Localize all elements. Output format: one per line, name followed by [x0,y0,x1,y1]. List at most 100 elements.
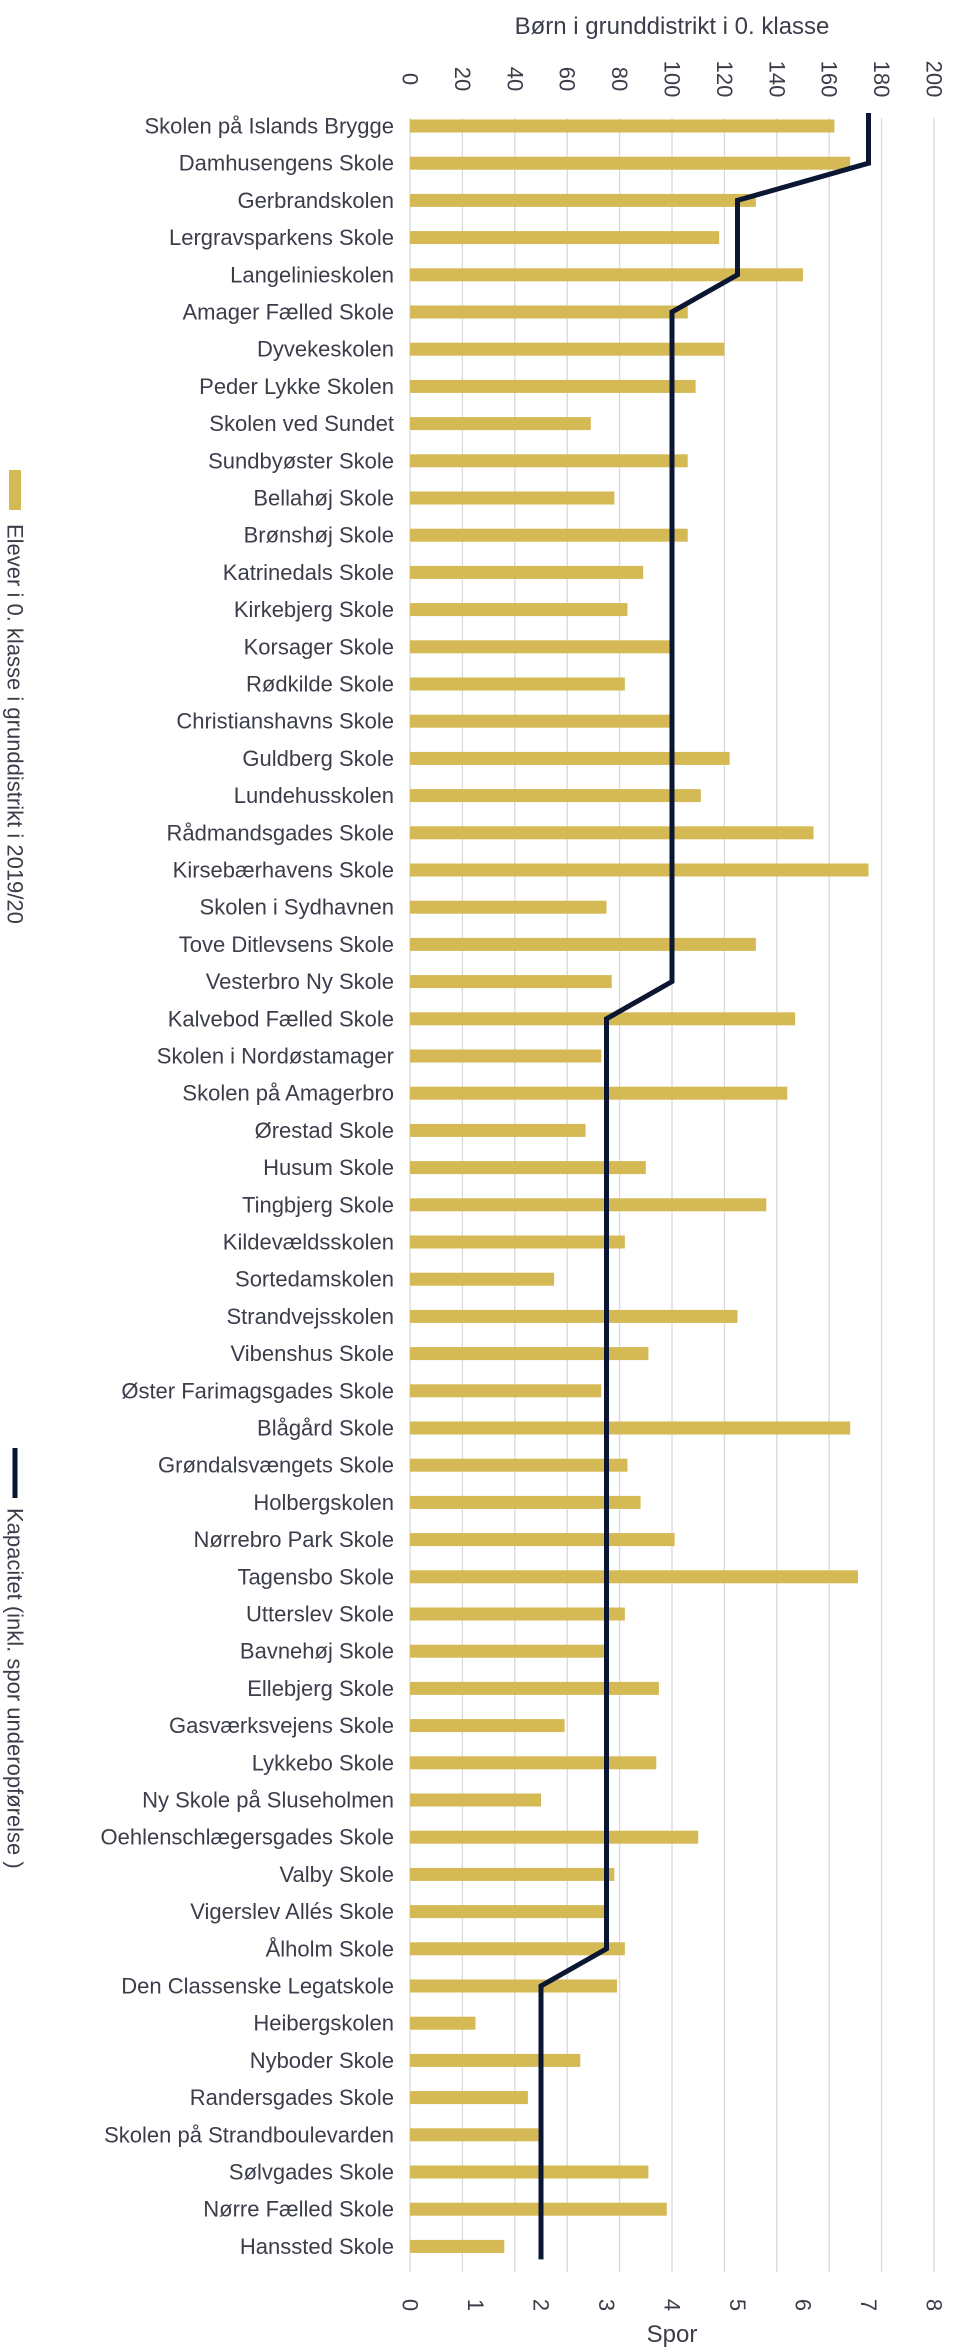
bar [410,2016,476,2030]
bar [410,1756,657,1770]
capacity-line [538,113,871,2260]
category-label: Sortedamskolen [235,1267,394,1292]
bar [410,1533,675,1547]
top-tick-label: 40 [502,67,527,91]
category-label: Kirkebjerg Skole [234,597,394,622]
bar [410,937,756,951]
category-label: Katrinedals Skole [223,560,394,585]
category-label: Husum Skole [263,1155,394,1180]
bar [410,342,725,356]
category-label: Vibenshus Skole [231,1341,395,1366]
bar [410,1905,607,1919]
category-label: Christianshavns Skole [176,709,394,734]
bar [410,1309,738,1323]
legend-line-label: Kapacitet (inkl. spor underopførelse ) [3,1508,28,1869]
bar [410,305,688,319]
top-tick-label: 160 [817,61,842,98]
category-label: Amager Fælled Skole [182,300,394,325]
category-label: Skolen på Islands Brygge [145,114,395,139]
bar [410,2053,581,2067]
bar [410,1049,602,1063]
category-label: Gerbrandskolen [237,188,394,213]
category-label: Tagensbo Skole [237,1564,394,1589]
bar [410,119,835,133]
top-tick-label: 20 [450,67,475,91]
category-label: Øster Farimagsgades Skole [121,1378,394,1403]
bar [410,1793,541,1807]
bar [410,1495,641,1509]
bottom-tick-label: 4 [660,2299,685,2311]
category-label: Kalvebod Fælled Skole [168,1006,394,1031]
bar [410,491,615,505]
bottom-tick-label: 2 [529,2299,554,2311]
bar [410,1384,602,1398]
category-label: Oehlenschlægersgades Skole [100,1825,394,1850]
category-label: Rødkilde Skole [246,672,394,697]
bar [410,677,625,691]
bar [410,379,696,393]
category-label: Tove Ditlevsens Skole [179,932,394,957]
bottom-tick-label: 1 [463,2299,488,2311]
category-label: Sundbyøster Skole [208,448,394,473]
category-label: Rådmandsgades Skole [167,820,394,845]
category-label: Ny Skole på Sluseholmen [142,1788,394,1813]
category-label: Skolen ved Sundet [209,411,394,436]
bar [410,1086,788,1100]
bar [410,454,688,468]
category-label: Ellebjerg Skole [247,1676,394,1701]
category-label: Bellahøj Skole [253,486,394,511]
bottom-tick-label: 3 [594,2299,619,2311]
bar [410,1161,646,1175]
bar [410,2165,649,2179]
category-label: Guldberg Skole [242,746,394,771]
bottom-tick-label: 5 [725,2299,750,2311]
bar [410,1570,859,1584]
bar [410,751,730,765]
bar [410,1681,659,1695]
category-label: Nørre Fælled Skole [203,2197,394,2222]
bar [410,268,803,282]
bar [410,528,688,542]
category-label: Grøndalsvængets Skole [158,1453,394,1478]
category-label: Damhusengens Skole [179,151,394,176]
top-tick-label: 60 [555,67,580,91]
bar [410,1867,615,1881]
category-label: Nørrebro Park Skole [193,1527,394,1552]
bar [410,1421,851,1435]
bar [410,1347,649,1361]
bars-group [410,119,869,2253]
bar [410,1458,628,1472]
bar [410,1123,586,1137]
bar [410,565,644,579]
bottom-tick-label: 0 [398,2299,423,2311]
category-label: Skolen på Strandboulevarden [104,2122,394,2147]
bar [410,231,720,245]
category-label: Langelinieskolen [230,262,394,287]
top-tick-label: 140 [764,61,789,98]
capacity-line-group [538,113,871,2260]
top-tick-label: 100 [660,61,685,98]
category-label: Vigerslev Allés Skole [190,1899,394,1924]
category-label: Heibergskolen [253,2011,394,2036]
category-label: Skolen på Amagerbro [182,1081,394,1106]
bottom-tick-label: 6 [791,2299,816,2311]
legend: Elever i 0. klasse i grunddistrikt i 201… [3,470,28,1869]
category-label: Valby Skole [279,1862,394,1887]
category-label: Ørestad Skole [255,1118,394,1143]
category-label: Lykkebo Skole [252,1750,394,1775]
bar [410,1979,617,1993]
bar [410,2202,667,2216]
bar [410,1012,796,1026]
category-label: Blågård Skole [257,1416,394,1441]
bar [410,1235,625,1249]
bar [410,1644,604,1658]
category-label: Utterslev Skole [246,1602,394,1627]
category-label: Ålholm Skole [266,1936,394,1961]
bar [410,156,851,170]
category-label: Nyboder Skole [250,2048,394,2073]
category-label: Sølvgades Skole [229,2160,394,2185]
category-label: Bavnehøj Skole [240,1639,394,1664]
bar [410,1830,699,1844]
category-label: Hanssted Skole [240,2234,394,2259]
